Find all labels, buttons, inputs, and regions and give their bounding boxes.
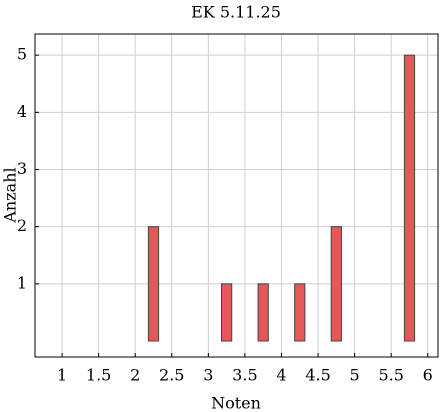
x-tick-label: 3.5 — [232, 366, 257, 385]
y-axis-label: Anzahl — [1, 167, 20, 223]
x-tick-label: 6 — [423, 366, 433, 385]
y-tick-label: 2 — [17, 216, 27, 235]
bar — [403, 54, 416, 342]
bar — [147, 226, 160, 342]
x-tick-label: 2.5 — [159, 366, 184, 385]
x-tick-label: 4 — [276, 366, 286, 385]
x-tick-label: 5.5 — [378, 366, 403, 385]
x-tick-label: 2 — [130, 366, 140, 385]
x-tick-label: 3 — [203, 366, 213, 385]
bar — [294, 283, 306, 342]
x-tick-label: 1.5 — [86, 366, 111, 385]
y-tick-label: 3 — [17, 159, 27, 178]
x-tick-label: 5 — [350, 366, 360, 385]
bar — [221, 283, 233, 342]
x-tick-label: 4.5 — [305, 366, 330, 385]
chart-title: EK 5.11.25 — [191, 3, 281, 22]
y-tick-label: 4 — [17, 102, 27, 121]
y-tick-label: 5 — [17, 45, 27, 64]
plot-frame — [34, 33, 439, 358]
bar — [257, 283, 269, 342]
x-axis-label: Noten — [211, 394, 261, 412]
x-tick-label: 1 — [57, 366, 67, 385]
y-tick-label: 1 — [17, 273, 27, 292]
bar — [330, 226, 342, 342]
